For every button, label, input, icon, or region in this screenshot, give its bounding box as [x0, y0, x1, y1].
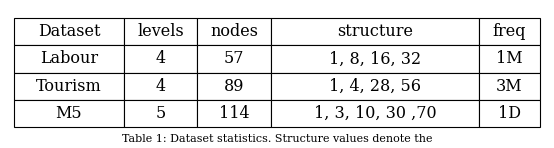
Bar [197, 100, 271, 127]
Text: Table 1: Dataset statistics. Structure values denote the: Table 1: Dataset statistics. Structure v… [122, 134, 432, 144]
Bar [14, 45, 124, 73]
Bar [271, 73, 479, 100]
Bar [14, 73, 124, 100]
Bar [479, 18, 540, 45]
Text: 4: 4 [156, 78, 166, 95]
Bar [271, 45, 479, 73]
Text: 1, 4, 28, 56: 1, 4, 28, 56 [329, 78, 421, 95]
Text: 5: 5 [156, 105, 166, 122]
Text: M5: M5 [55, 105, 82, 122]
Text: Tourism: Tourism [36, 78, 102, 95]
Text: 57: 57 [224, 50, 244, 67]
Text: 1D: 1D [498, 105, 521, 122]
Bar [124, 73, 197, 100]
Bar [479, 45, 540, 73]
Text: Labour: Labour [40, 50, 98, 67]
Text: 1, 3, 10, 30 ,70: 1, 3, 10, 30 ,70 [314, 105, 436, 122]
Text: freq: freq [493, 23, 526, 40]
Bar [14, 100, 124, 127]
Bar [197, 18, 271, 45]
Text: 114: 114 [219, 105, 249, 122]
Text: structure: structure [337, 23, 413, 40]
Bar [479, 100, 540, 127]
Bar [124, 100, 197, 127]
Bar [479, 73, 540, 100]
Bar [197, 73, 271, 100]
Text: levels: levels [137, 23, 184, 40]
Bar [271, 100, 479, 127]
Text: 3M: 3M [496, 78, 523, 95]
Bar [124, 45, 197, 73]
Text: 1, 8, 16, 32: 1, 8, 16, 32 [329, 50, 421, 67]
Text: 4: 4 [156, 50, 166, 67]
Text: 89: 89 [224, 78, 244, 95]
Bar [124, 18, 197, 45]
Bar [197, 45, 271, 73]
Text: nodes: nodes [210, 23, 258, 40]
Bar [271, 18, 479, 45]
Text: Dataset: Dataset [38, 23, 100, 40]
Text: 1M: 1M [496, 50, 523, 67]
Bar [14, 18, 124, 45]
